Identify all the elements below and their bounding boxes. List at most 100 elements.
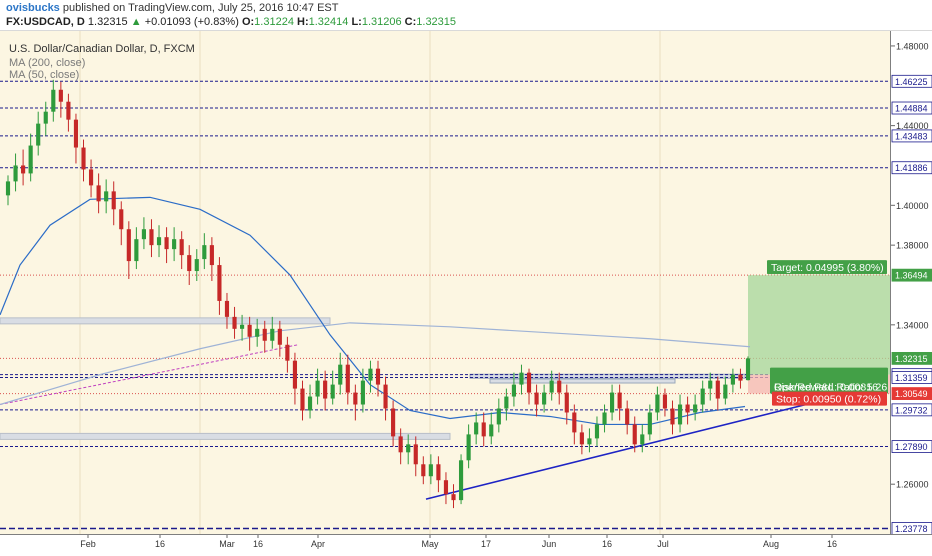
stop-label: Stop: 0.00950 (0.72%) [776,394,881,406]
candle-body [534,392,539,405]
candle-body [270,328,275,341]
candle-body [738,374,743,381]
candle-body [496,408,501,425]
candle-body [685,404,690,413]
candle-body [202,245,207,260]
candle-body [700,388,705,405]
x-tick-label-0: Feb [80,539,96,549]
chart-plot-area[interactable]: Target: 0.04995 (3.80%) Opened P&L: 0.008… [0,31,890,534]
level-badge-label-7: 1.31359 [895,373,928,383]
x-tick-label-7: Jun [542,539,557,549]
candle-body [745,358,751,381]
candle-body [247,324,252,337]
candle-body [58,89,63,102]
candle-body [587,438,592,445]
level-badge-box-4 [891,268,932,282]
x-tick-label-8: 16 [602,539,612,549]
candle-body [217,265,222,301]
time-axis[interactable]: Feb 16 Mar 16 Apr May 17 Jun 16 Jul Aug 16 [0,534,932,551]
target-label-box [767,260,887,275]
candle-body [526,372,532,393]
candle-body [262,328,267,341]
candle-body [610,392,615,413]
change-up-icon: ▲ [130,16,142,28]
level-badge-box-0 [891,74,932,88]
candle-body [693,404,698,413]
price-axis[interactable]: 1.48000 1.44000 1.40000 1.38000 1.34000 1.260… [890,31,932,535]
candle-body [708,380,713,389]
candle-body [557,380,562,393]
candle-body [194,259,199,272]
x-tick-label-6: 17 [481,539,491,549]
target-zone [748,275,890,375]
open-value: 1.31224 [254,16,294,28]
symbol-line: FX:USDCAD, D 1.32315 ▲ +0.01093 (+0.83%)… [6,16,456,28]
x-tick-label-1: 16 [155,539,165,549]
candle-body [715,380,720,399]
candle-body [451,494,456,501]
publish-line: ovisbucks published on TradingView.com, … [6,2,338,14]
author-link[interactable]: ovisbucks [6,2,60,14]
level-badge-box-2 [891,129,932,143]
rr-label: Risk/Reward Ratio: 5.26 [774,382,887,394]
candle-body [519,372,524,385]
candle-body [126,229,131,262]
level-badge-box-3 [891,161,932,175]
candle-body [413,444,418,465]
y-tick-label-0: 1.48000 [896,41,929,51]
ma50-legend[interactable]: MA (50, close) [9,69,80,81]
candle-body [504,396,509,409]
symbol-label: FX:USDCAD, D [6,16,85,28]
price-change: +0.01093 (+0.83%) [144,16,239,28]
candle-body [670,408,675,425]
candle-body [360,380,365,405]
level-badge-label-8: 1.30549 [895,389,928,399]
candle-body [307,396,313,411]
candle-body [330,384,335,399]
candle-body [134,239,139,262]
candle-body [232,316,237,329]
level-badge-label-4: 1.36494 [895,271,928,281]
stop-label-box [772,391,887,406]
chart-header: ovisbucks published on TradingView.com, … [0,0,932,31]
candle-body [640,434,645,445]
level-badge-label-3: 1.41886 [895,163,928,173]
candle-body [564,392,569,413]
candle-body [383,384,388,409]
candle-body [119,209,124,230]
candle-body [111,191,116,210]
candle-body [240,324,245,329]
candle-body [179,239,184,256]
candle-body [391,408,396,437]
candle-body [481,422,486,437]
candle-body [21,165,26,174]
y-tick-label-3: 1.38000 [896,241,929,251]
candle-body [43,111,48,124]
candle-body [542,392,547,405]
candle-body [602,412,607,425]
candle-body [677,404,683,425]
candle-body [300,388,305,411]
candle-body [187,255,192,272]
candle-body [149,229,154,246]
candle-body [345,364,350,393]
pnl-label-box [770,367,888,394]
high-value: 1.32414 [308,16,349,28]
y-tick-label-5: 1.26000 [896,480,929,490]
candle-body [625,408,630,425]
candle-body [549,380,554,393]
level-badge-box-5 [891,351,932,365]
level-badge-label-10: 1.27890 [895,442,928,452]
candle-body [172,239,177,250]
candle-body [36,123,41,146]
candle-body [466,434,471,461]
level-badge-label-11: 1.23778 [895,524,928,534]
candle-body [315,380,320,397]
level-badge-label-5: 1.32315 [895,354,928,364]
x-tick-label-5: May [421,539,439,549]
candle-body [458,460,464,501]
candle-body [723,384,728,399]
ma200-legend[interactable]: MA (200, close) [9,57,86,69]
candle-body [617,392,622,409]
y-tick-label-1: 1.44000 [896,121,929,131]
